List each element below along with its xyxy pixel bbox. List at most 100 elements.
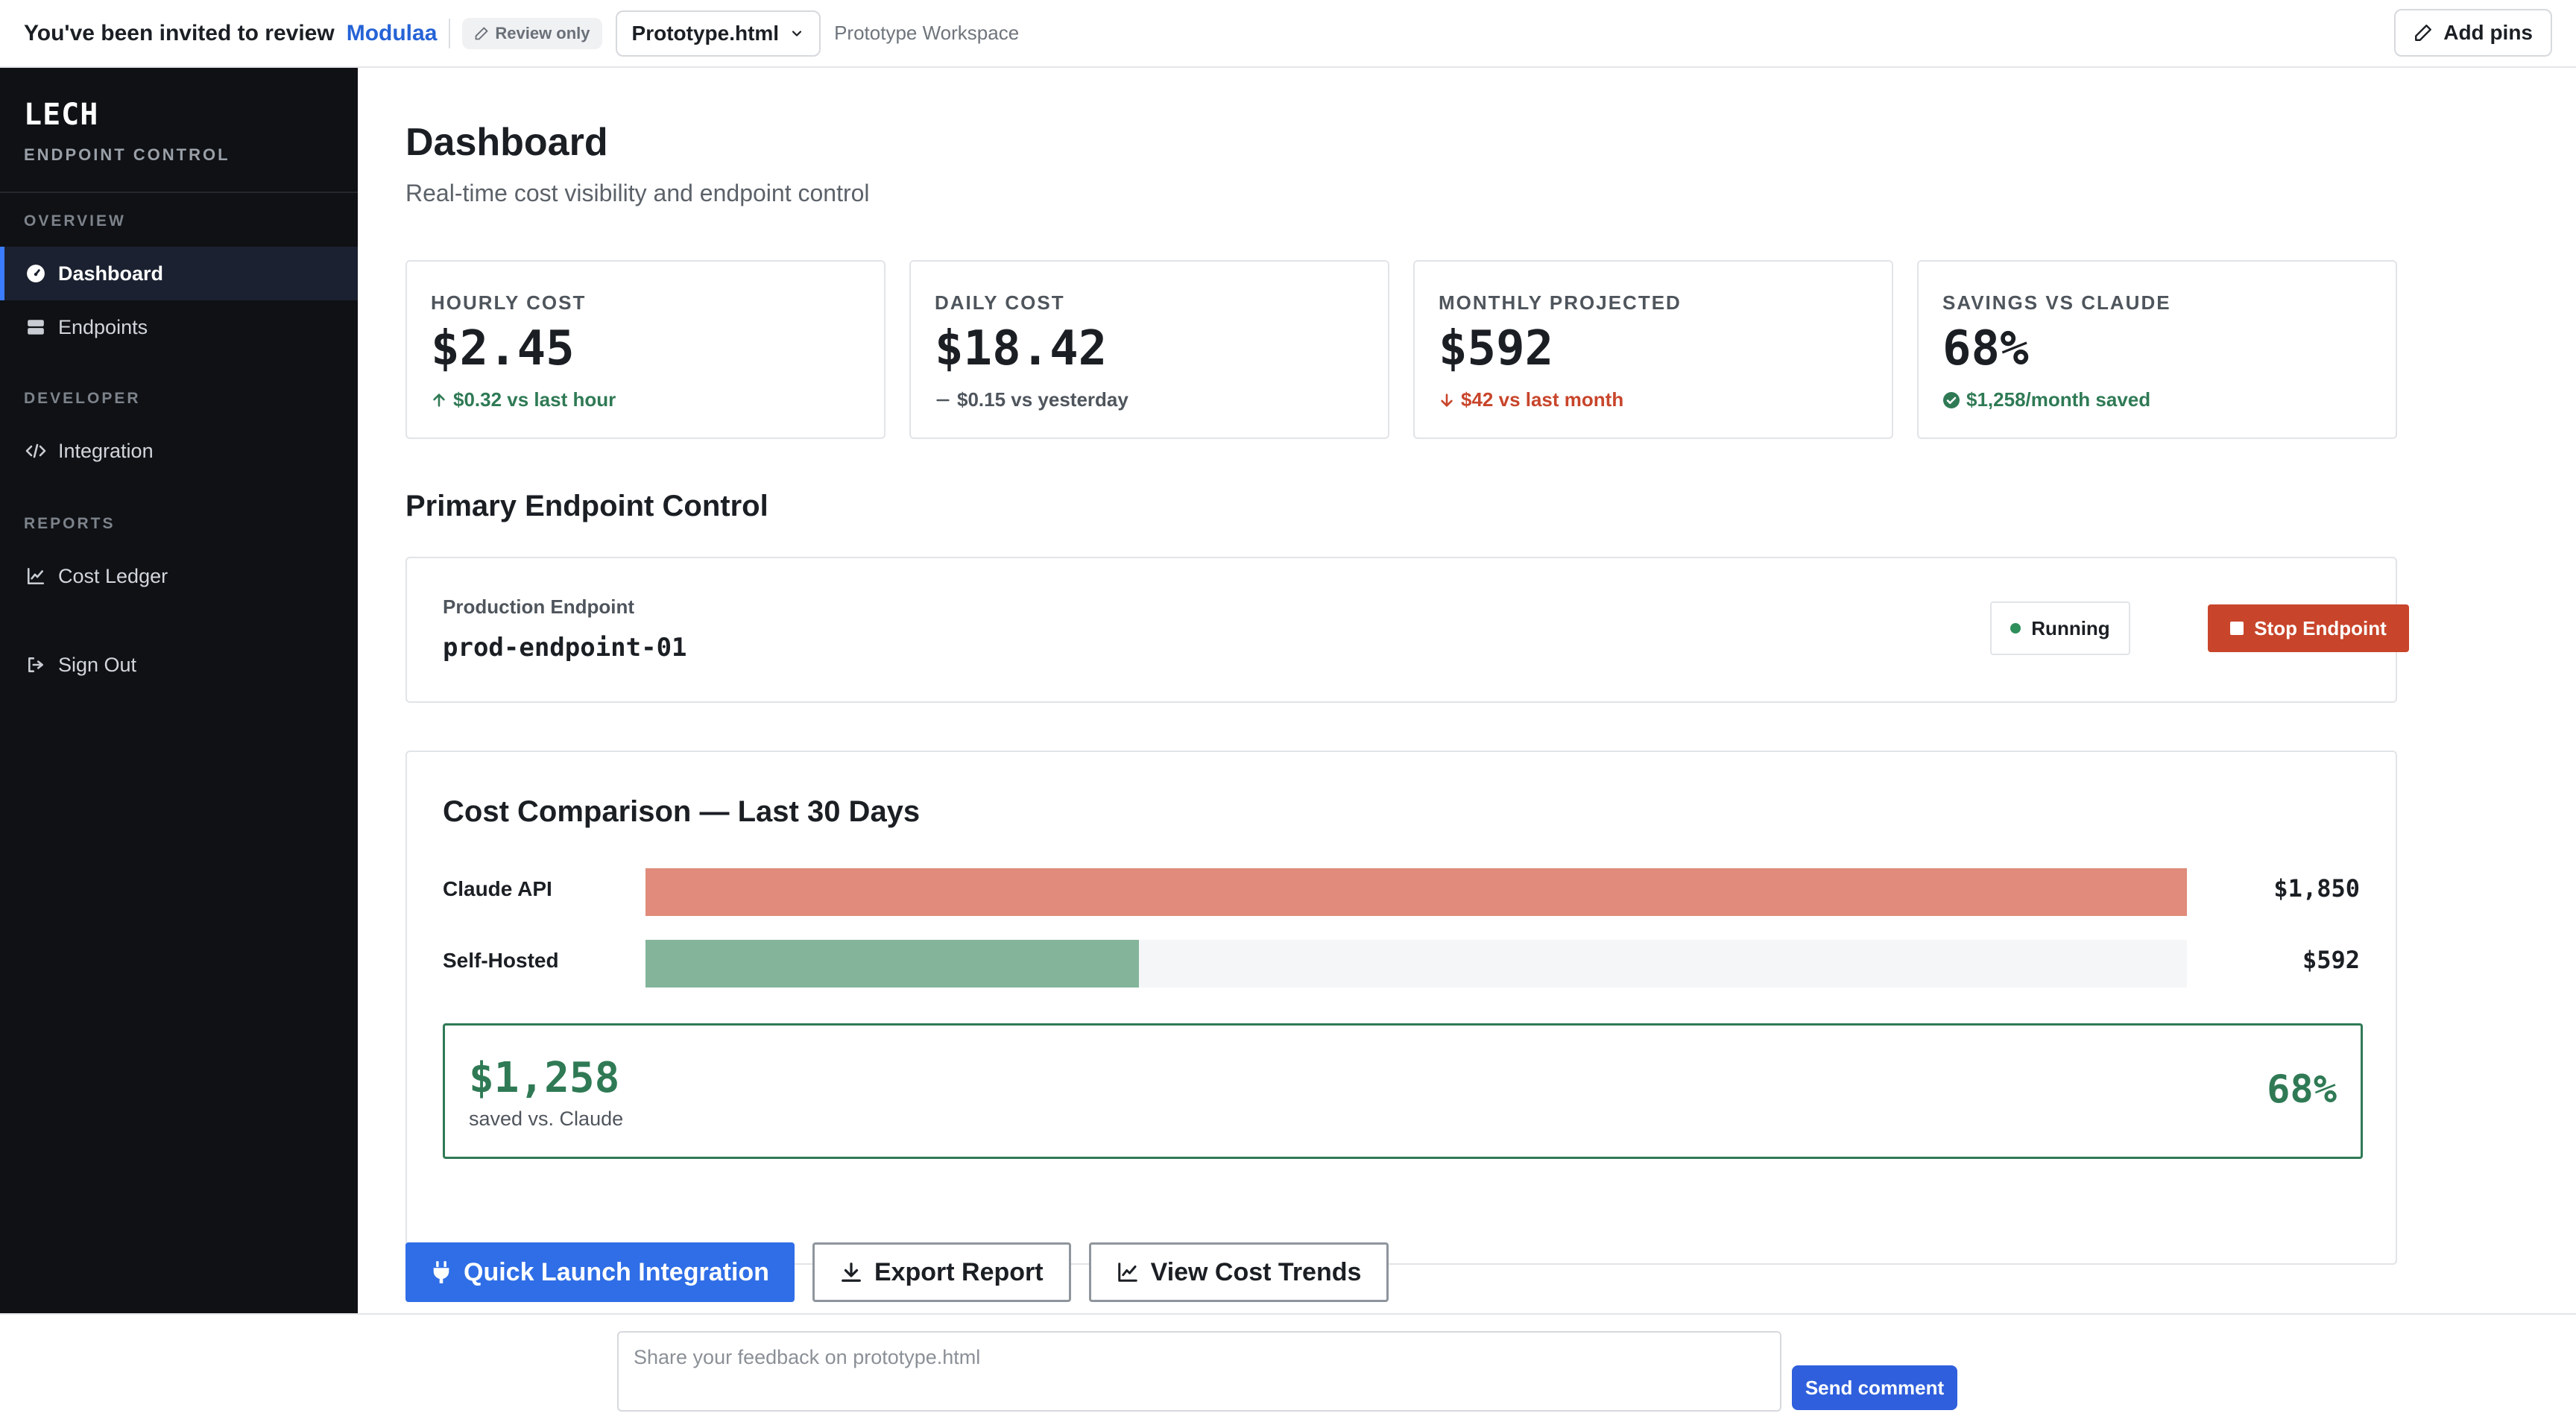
endpoint-label: Production Endpoint: [443, 595, 635, 618]
kpi-card-daily-cost: DAILY COST $18.42 $0.15 vs yesterday: [909, 260, 1389, 439]
dash-icon: [936, 399, 950, 401]
pencil-icon: [2415, 25, 2432, 41]
kpi-label: SAVINGS VS CLAUDE: [1942, 291, 2171, 314]
quick-launch-button[interactable]: Quick Launch Integration: [405, 1242, 795, 1302]
sidebar-section-reports: REPORTS: [24, 515, 116, 532]
add-pins-button[interactable]: Add pins: [2394, 9, 2552, 57]
feedback-input[interactable]: [617, 1331, 1781, 1412]
feedback-bar: Send comment: [0, 1313, 2576, 1425]
sidebar: LECH ENDPOINT CONTROL OVERVIEW Dashboard…: [0, 68, 358, 1313]
cost-comparison-title: Cost Comparison — Last 30 Days: [443, 795, 921, 828]
cost-comparison-card: Cost Comparison — Last 30 Days Claude AP…: [405, 751, 2397, 1265]
bar-label-claude: Claude API: [443, 877, 552, 900]
main-content: Dashboard Real-time cost visibility and …: [358, 68, 2576, 1313]
sidebar-item-integration[interactable]: Integration: [0, 424, 358, 478]
bar-label-self-hosted: Self-Hosted: [443, 949, 559, 972]
page-title: Dashboard: [405, 121, 608, 164]
status-text: Running: [2031, 616, 2110, 639]
sidebar-item-cost-ledger[interactable]: Cost Ledger: [0, 549, 358, 603]
export-report-button[interactable]: Export Report: [812, 1242, 1071, 1302]
kpi-delta-text: $0.32 vs last hour: [453, 388, 616, 411]
arrow-up-icon: [433, 393, 445, 407]
kpi-card-monthly-projected: MONTHLY PROJECTED $592 $42 vs last month: [1413, 260, 1893, 439]
kpi-delta-text: $0.15 vs yesterday: [957, 388, 1128, 411]
sidebar-item-label: Endpoints: [58, 315, 148, 338]
sidebar-item-label: Cost Ledger: [58, 564, 168, 587]
view-cost-trends-button[interactable]: View Cost Trends: [1088, 1242, 1389, 1302]
savings-amount: $1,258: [469, 1054, 620, 1102]
app-logo: LECH: [24, 98, 99, 132]
kpi-delta-text: $42 vs last month: [1461, 388, 1624, 411]
kpi-value: $18.42: [935, 321, 1108, 376]
endpoint-card: Production Endpoint prod-endpoint-01 Run…: [405, 557, 2409, 703]
bar-fill-self-hosted: [645, 940, 1139, 988]
bar-value-self-hosted: $592: [2302, 946, 2360, 974]
send-comment-button[interactable]: Send comment: [1792, 1365, 1957, 1410]
quick-launch-label: Quick Launch Integration: [464, 1257, 769, 1286]
workspace-name: Prototype Workspace: [834, 22, 1020, 44]
sidebar-divider: [0, 192, 358, 193]
topbar-divider: [449, 18, 451, 48]
savings-summary-box: $1,258 saved vs. Claude 68%: [443, 1023, 2363, 1159]
kpi-value: 68%: [1942, 321, 2029, 376]
page-subtitle: Real-time cost visibility and endpoint c…: [405, 180, 870, 206]
bar-fill-claude: [645, 868, 2187, 916]
sidebar-item-sign-out[interactable]: Sign Out: [0, 638, 358, 692]
pencil-icon: [475, 27, 488, 40]
view-cost-trends-label: View Cost Trends: [1150, 1257, 1362, 1286]
sign-out-icon: [25, 654, 46, 675]
review-only-badge: Review only: [462, 17, 602, 49]
add-pins-label: Add pins: [2443, 21, 2533, 44]
sidebar-item-dashboard[interactable]: Dashboard: [0, 247, 358, 300]
line-chart-icon: [1117, 1263, 1137, 1282]
file-select-dropdown[interactable]: Prototype.html: [615, 10, 821, 57]
export-report-label: Export Report: [874, 1257, 1044, 1286]
bar-track-claude: [645, 868, 2187, 916]
line-chart-icon: [25, 566, 46, 587]
savings-label: saved vs. Claude: [469, 1108, 624, 1130]
kpi-card-hourly-cost: HOURLY COST $2.45 $0.32 vs last hour: [405, 260, 886, 439]
invite-text: You've been invited to review: [24, 20, 335, 45]
code-icon: [25, 440, 46, 461]
plug-icon: [433, 1261, 449, 1283]
brand-link[interactable]: Modulaa: [346, 20, 438, 45]
status-badge: Running: [1990, 601, 2130, 655]
kpi-value: $2.45: [431, 321, 575, 376]
bar-track-self-hosted: [645, 940, 2187, 988]
section-title-primary-endpoint: Primary Endpoint Control: [405, 490, 768, 522]
sidebar-item-endpoints[interactable]: Endpoints: [0, 300, 358, 354]
savings-percent: 68%: [2267, 1067, 2337, 1112]
sidebar-item-label: Sign Out: [58, 653, 137, 676]
bar-value-claude: $1,850: [2273, 874, 2360, 903]
file-name: Prototype.html: [631, 21, 780, 45]
chevron-down-icon: [792, 30, 802, 37]
server-icon: [25, 317, 46, 338]
kpi-delta-text: $1,258/month saved: [1966, 388, 2151, 411]
kpi-label: DAILY COST: [935, 291, 1065, 314]
status-dot-icon: [2010, 623, 2021, 633]
sidebar-section-overview: OVERVIEW: [24, 212, 126, 230]
sidebar-section-developer: DEVELOPER: [24, 390, 141, 407]
stop-endpoint-button[interactable]: Stop Endpoint: [2208, 604, 2409, 652]
action-buttons: Quick Launch Integration Export Report V…: [405, 1242, 1389, 1302]
kpi-card-savings: SAVINGS VS CLAUDE 68% $1,258/month saved: [1917, 260, 2397, 439]
stop-endpoint-label: Stop Endpoint: [2254, 616, 2387, 639]
review-only-label: Review only: [495, 23, 590, 42]
arrow-down-icon: [1441, 393, 1453, 407]
sidebar-item-label: Integration: [58, 439, 154, 462]
sidebar-item-label: Dashboard: [58, 262, 164, 285]
review-topbar: You've been invited to review Modulaa Re…: [0, 0, 2576, 68]
download-icon: [842, 1263, 861, 1282]
kpi-label: MONTHLY PROJECTED: [1439, 291, 1682, 314]
kpi-delta: $0.15 vs yesterday: [935, 388, 1128, 411]
kpi-delta: $0.32 vs last hour: [431, 388, 616, 411]
kpi-delta: $42 vs last month: [1439, 388, 1623, 411]
gauge-icon: [25, 263, 46, 284]
kpi-label: HOURLY COST: [431, 291, 587, 314]
check-circle-icon: [1943, 391, 1960, 408]
kpi-value: $592: [1439, 321, 1554, 376]
app-logo-subtitle: ENDPOINT CONTROL: [24, 145, 230, 164]
stop-icon: [2230, 622, 2244, 635]
kpi-delta: $1,258/month saved: [1942, 388, 2150, 411]
endpoint-name: prod-endpoint-01: [443, 633, 687, 663]
